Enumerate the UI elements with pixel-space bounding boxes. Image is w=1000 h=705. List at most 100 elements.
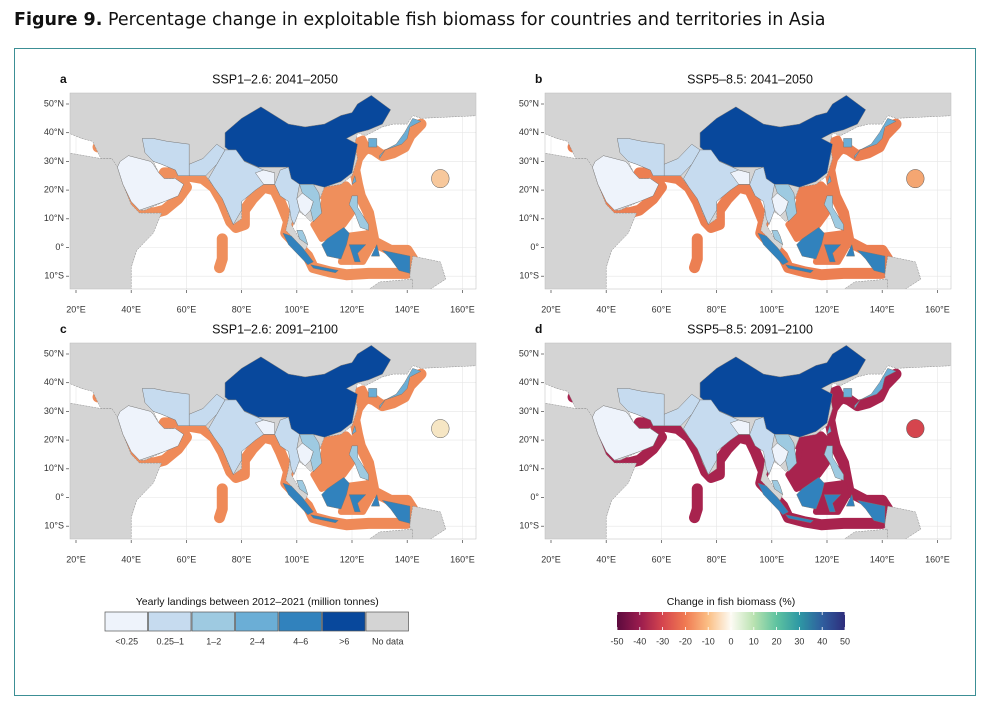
x-tick-label: 40°E [121, 554, 141, 564]
x-tick-label: 40°E [121, 304, 141, 314]
x-tick-label: 80°E [232, 554, 252, 564]
y-tick-label: 10°S [519, 271, 539, 281]
figure-frame [14, 48, 976, 696]
legend-label: 4–6 [293, 636, 308, 646]
legend-label: 0.25–1 [156, 636, 184, 646]
y-tick-label: 0° [530, 242, 539, 252]
y-tick-label: 30°N [44, 156, 64, 166]
y-tick-label: 30°N [519, 156, 539, 166]
colorbar-title: Change in fish biomass (%) [667, 596, 795, 608]
x-tick-label: 140°E [395, 554, 420, 564]
map-area [543, 93, 957, 294]
panel-title: SSP1–2.6: 2091–2100 [212, 322, 338, 336]
legend-swatch [235, 611, 279, 632]
x-tick-label: 160°E [925, 554, 950, 564]
x-tick-label: 40°E [596, 554, 616, 564]
y-tick-label: 10°N [519, 213, 539, 223]
map-border [544, 92, 952, 290]
legend-label: <0.25 [115, 636, 138, 646]
map [543, 93, 957, 294]
map [68, 93, 482, 294]
map-area [68, 343, 482, 544]
legend-label: 1–2 [206, 636, 221, 646]
x-tick-label: 80°E [707, 554, 727, 564]
x-tick-label: 160°E [450, 554, 475, 564]
x-tick-label: 20°E [541, 304, 561, 314]
y-tick-label: 20°N [44, 434, 64, 444]
legend-label: 2–4 [250, 636, 265, 646]
figure-title-text: Percentage change in exploitable fish bi… [107, 10, 826, 30]
panels: a SSP1–2.6: 2041–2050 50°N 40°N 30°N 20°N 10°N… [44, 72, 957, 564]
colorbar [617, 612, 845, 630]
y-tick-label: 50°N [44, 98, 64, 108]
y-tick-label: 0° [55, 242, 64, 252]
y-tick-label: 10°N [44, 213, 64, 223]
figure-label: Figure 9. [14, 10, 103, 30]
x-tick-label: 120°E [340, 304, 365, 314]
colorbar-label: 40 [817, 636, 827, 646]
x-tick-label: 60°E [177, 554, 197, 564]
colorbar-label: -40 [633, 636, 646, 646]
y-tick-label: 30°N [519, 406, 539, 416]
legends: Yearly landings between 2012–2021 (milli… [104, 596, 850, 646]
y-tick-label: 20°N [519, 184, 539, 194]
x-tick-label: 100°E [759, 554, 784, 564]
x-tick-label: 120°E [340, 554, 365, 564]
map-panel: d SSP5–8.5: 2091–2100 50°N 40°N 30°N 20°N 10°N… [519, 322, 957, 564]
x-tick-label: 60°E [652, 554, 672, 564]
panel-letter: a [60, 72, 67, 86]
x-tick-label: 140°E [870, 554, 895, 564]
x-tick-label: 80°E [232, 304, 252, 314]
y-tick-label: 30°N [44, 406, 64, 416]
colorbar-label: -10 [702, 636, 715, 646]
panel-letter: c [60, 322, 67, 336]
x-tick-label: 140°E [395, 304, 420, 314]
x-tick-label: 80°E [707, 304, 727, 314]
map-area [543, 343, 957, 544]
map-border [544, 342, 952, 540]
x-tick-label: 20°E [541, 554, 561, 564]
colorbar-label: -30 [656, 636, 669, 646]
x-tick-label: 20°E [66, 554, 86, 564]
y-tick-label: 50°N [519, 98, 539, 108]
y-tick-label: 10°S [519, 521, 539, 531]
panel-title: SSP1–2.6: 2041–2050 [212, 72, 338, 86]
map-panel: a SSP1–2.6: 2041–2050 50°N 40°N 30°N 20°N 10°N… [44, 72, 482, 314]
panel-title: SSP5–8.5: 2091–2100 [687, 322, 813, 336]
map-area [68, 93, 482, 294]
panel-letter: b [535, 72, 542, 86]
map-border [69, 92, 477, 290]
colorbar-label: -20 [679, 636, 692, 646]
colorbar-label: 0 [728, 636, 733, 646]
y-tick-label: 10°N [44, 463, 64, 473]
figure-title: Figure 9. Percentage change in exploitab… [14, 10, 826, 30]
colorbar-label: 10 [749, 636, 759, 646]
legend-swatch [191, 611, 235, 632]
x-tick-label: 160°E [925, 304, 950, 314]
y-tick-label: 50°N [44, 348, 64, 358]
legend-swatch [278, 611, 322, 632]
y-tick-label: 10°S [44, 271, 64, 281]
y-tick-label: 40°N [44, 127, 64, 137]
legend-swatch [104, 611, 148, 632]
y-tick-label: 40°N [44, 377, 64, 387]
map-panel: c SSP1–2.6: 2091–2100 50°N 40°N 30°N 20°N 10°N… [44, 322, 482, 564]
legend-swatch [365, 611, 409, 632]
colorbar-label: -50 [610, 636, 623, 646]
y-tick-label: 20°N [44, 184, 64, 194]
map [543, 343, 957, 544]
x-tick-label: 120°E [815, 554, 840, 564]
y-tick-label: 0° [530, 492, 539, 502]
x-tick-label: 120°E [815, 304, 840, 314]
legend-label: >6 [339, 636, 349, 646]
colorbar-label: 30 [794, 636, 804, 646]
panel-letter: d [535, 322, 542, 336]
x-tick-label: 100°E [284, 554, 309, 564]
y-tick-label: 0° [55, 492, 64, 502]
legend-swatch [148, 611, 192, 632]
map [68, 343, 482, 544]
panel-title: SSP5–8.5: 2041–2050 [687, 72, 813, 86]
y-tick-label: 10°S [44, 521, 64, 531]
